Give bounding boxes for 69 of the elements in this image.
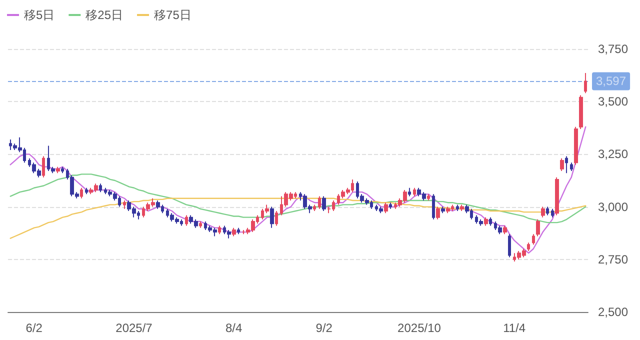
candlestick	[508, 234, 511, 258]
candlestick	[227, 229, 231, 239]
y-tick-label: 3,750	[598, 42, 628, 56]
x-tick-label: 8/4	[225, 321, 242, 335]
candlestick	[384, 202, 388, 214]
candlestick	[570, 162, 573, 172]
candlestick	[551, 208, 554, 218]
legend-label: 移25日	[86, 8, 124, 22]
candlestick	[313, 204, 316, 212]
candlestick	[218, 225, 221, 235]
candlestick	[560, 158, 564, 172]
candlestick	[574, 126, 578, 166]
x-tick-label: 2025/7	[116, 321, 153, 335]
candlestick	[441, 206, 445, 214]
candlestick	[408, 187, 411, 197]
candlestick	[541, 206, 545, 218]
candlestick	[318, 196, 321, 210]
candlestick	[498, 225, 502, 235]
candlestick	[427, 194, 430, 201]
candlestick	[446, 206, 450, 214]
candlestick	[532, 234, 535, 246]
candlestick	[237, 227, 240, 235]
candlestick	[99, 183, 102, 193]
candlestick	[527, 242, 530, 252]
candlestick	[322, 196, 326, 212]
candlestick	[579, 94, 583, 130]
candlestick	[460, 204, 464, 212]
candlestick	[80, 187, 83, 199]
candlestick	[503, 225, 507, 235]
candlestick	[199, 221, 202, 228]
legend-label: 移5日	[24, 8, 55, 22]
y-tick-label: 3,000	[598, 200, 628, 214]
y-tick-label: 3,250	[598, 147, 628, 162]
x-tick-label: 9/2	[316, 321, 333, 335]
candlestick	[536, 218, 540, 237]
candlestick	[584, 72, 587, 94]
candlestick	[270, 206, 274, 228]
line-series	[10, 174, 586, 224]
candlestick	[42, 156, 45, 178]
candlestick	[275, 210, 278, 226]
candlestick	[56, 166, 60, 174]
candlestick	[555, 176, 559, 216]
line-series	[10, 198, 586, 239]
legend-label: 移75日	[154, 8, 192, 22]
candlestick	[185, 214, 188, 226]
candlestick	[484, 216, 488, 226]
y-tick-label: 3,500	[598, 94, 628, 109]
candlestick	[456, 204, 459, 212]
x-tick-label: 2025/10	[398, 321, 442, 335]
candlestick	[546, 206, 549, 216]
candlestick	[123, 200, 126, 210]
candlestick	[436, 206, 440, 220]
candlestick	[156, 200, 160, 210]
y-tick-label: 2,750	[598, 252, 628, 266]
candlestick	[479, 218, 483, 226]
ref-line-label: 3,597	[596, 74, 626, 88]
x-tick-label: 11/4	[503, 321, 526, 335]
candlestick	[85, 187, 88, 195]
candlestick	[432, 194, 435, 220]
candlestick	[232, 227, 236, 237]
line-series	[10, 126, 586, 254]
candlestick	[379, 206, 383, 214]
x-tick-label: 6/2	[26, 321, 43, 335]
candlestick	[61, 166, 64, 174]
candlestick	[413, 187, 416, 197]
candlestick	[489, 216, 492, 226]
candlestick	[389, 202, 392, 210]
candlestick	[565, 156, 568, 174]
y-tick-label: 2,500	[598, 305, 628, 319]
